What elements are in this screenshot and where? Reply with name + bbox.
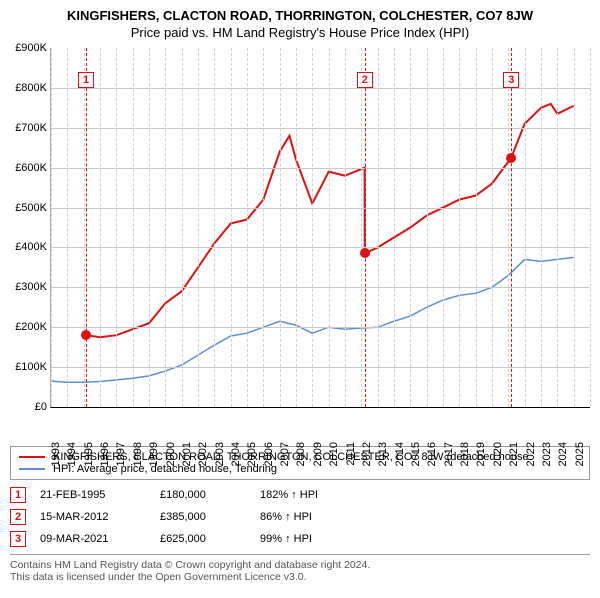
- sale-pct: 86% ↑ HPI: [260, 511, 380, 523]
- x-axis-label: 2023: [537, 442, 553, 466]
- y-axis-label: £0: [35, 401, 51, 413]
- row-marker: 2: [10, 509, 26, 525]
- x-axis-label: 2019: [471, 442, 487, 466]
- x-axis-label: 2006: [259, 442, 275, 466]
- x-axis-labels: 1993199419951996199719981999200020012002…: [50, 408, 590, 442]
- y-axis-label: £200K: [15, 321, 51, 333]
- chart-title: KINGFISHERS, CLACTON ROAD, THORRINGTON, …: [0, 8, 600, 23]
- footer-line: This data is licensed under the Open Gov…: [10, 571, 590, 583]
- sale-price: £625,000: [160, 533, 260, 545]
- x-axis-label: 2021: [504, 442, 520, 466]
- x-axis-label: 2018: [455, 442, 471, 466]
- x-axis-label: 2009: [308, 442, 324, 466]
- event-marker-line: [86, 48, 87, 407]
- event-marker-line: [365, 48, 366, 407]
- series-line-property: [86, 104, 573, 337]
- x-axis-label: 1999: [144, 442, 160, 466]
- x-axis-label: 2022: [521, 442, 537, 466]
- event-marker-line: [511, 48, 512, 407]
- x-axis-label: 2016: [422, 442, 438, 466]
- legend-swatch-property: [19, 456, 45, 458]
- x-axis-label: 2010: [324, 442, 340, 466]
- sale-date: 15-MAR-2012: [40, 511, 160, 523]
- x-axis-label: 2004: [226, 442, 242, 466]
- y-axis-label: £300K: [15, 281, 51, 293]
- row-marker: 1: [10, 487, 26, 503]
- event-marker-dot: [506, 153, 516, 163]
- event-marker-badge: 3: [503, 72, 519, 88]
- event-marker-dot: [81, 330, 91, 340]
- sale-date: 21-FEB-1995: [40, 489, 160, 501]
- x-axis-label: 1995: [79, 442, 95, 466]
- chart-plot-area: 123 £0£100K£200K£300K£400K£500K£600K£700…: [50, 48, 590, 408]
- x-axis-label: 2025: [570, 442, 586, 466]
- x-axis-label: 2007: [275, 442, 291, 466]
- footer-attribution: Contains HM Land Registry data © Crown c…: [10, 554, 590, 587]
- x-axis-label: 1998: [128, 442, 144, 466]
- x-axis-label: 2017: [439, 442, 455, 466]
- plot-layer: 1 2 3: [51, 48, 590, 407]
- y-axis-label: £600K: [15, 162, 51, 174]
- x-axis-label: 2011: [341, 442, 357, 466]
- x-axis-label: 2001: [177, 442, 193, 466]
- x-axis-label: 2015: [406, 442, 422, 466]
- sale-price: £385,000: [160, 511, 260, 523]
- chart-container: KINGFISHERS, CLACTON ROAD, THORRINGTON, …: [0, 8, 600, 598]
- legend-swatch-hpi: [19, 468, 45, 470]
- y-axis-label: £900K: [15, 42, 51, 54]
- x-axis-label: 2012: [357, 442, 373, 466]
- event-marker-badge: 2: [357, 72, 373, 88]
- sale-price: £180,000: [160, 489, 260, 501]
- x-axis-label: 2000: [161, 442, 177, 466]
- table-row: 1 21-FEB-1995 £180,000 182% ↑ HPI: [10, 484, 590, 506]
- event-marker-dot: [360, 248, 370, 258]
- x-axis-label: 2005: [242, 442, 258, 466]
- sale-date: 09-MAR-2021: [40, 533, 160, 545]
- sale-pct: 99% ↑ HPI: [260, 533, 380, 545]
- table-row: 2 15-MAR-2012 £385,000 86% ↑ HPI: [10, 506, 590, 528]
- x-axis-label: 2002: [193, 442, 209, 466]
- sales-table: 1 21-FEB-1995 £180,000 182% ↑ HPI 2 15-M…: [10, 484, 590, 550]
- x-axis-label: 2008: [291, 442, 307, 466]
- table-row: 3 09-MAR-2021 £625,000 99% ↑ HPI: [10, 528, 590, 550]
- footer-line: Contains HM Land Registry data © Crown c…: [10, 559, 590, 571]
- x-axis-label: 2024: [553, 442, 569, 466]
- x-axis-label: 2003: [210, 442, 226, 466]
- x-axis-label: 2014: [390, 442, 406, 466]
- x-axis-label: 2013: [373, 442, 389, 466]
- y-axis-label: £500K: [15, 202, 51, 214]
- x-axis-label: 1994: [62, 442, 78, 466]
- event-marker-badge: 1: [78, 72, 94, 88]
- y-axis-label: £800K: [15, 82, 51, 94]
- chart-subtitle: Price paid vs. HM Land Registry's House …: [0, 25, 600, 40]
- y-axis-label: £400K: [15, 241, 51, 253]
- row-marker: 3: [10, 531, 26, 547]
- x-axis-label: 2020: [488, 442, 504, 466]
- x-axis-label: 1997: [111, 442, 127, 466]
- y-axis-label: £700K: [15, 122, 51, 134]
- x-axis-label: 1993: [46, 442, 62, 466]
- sale-pct: 182% ↑ HPI: [260, 489, 380, 501]
- x-axis-label: 1996: [95, 442, 111, 466]
- y-axis-label: £100K: [15, 361, 51, 373]
